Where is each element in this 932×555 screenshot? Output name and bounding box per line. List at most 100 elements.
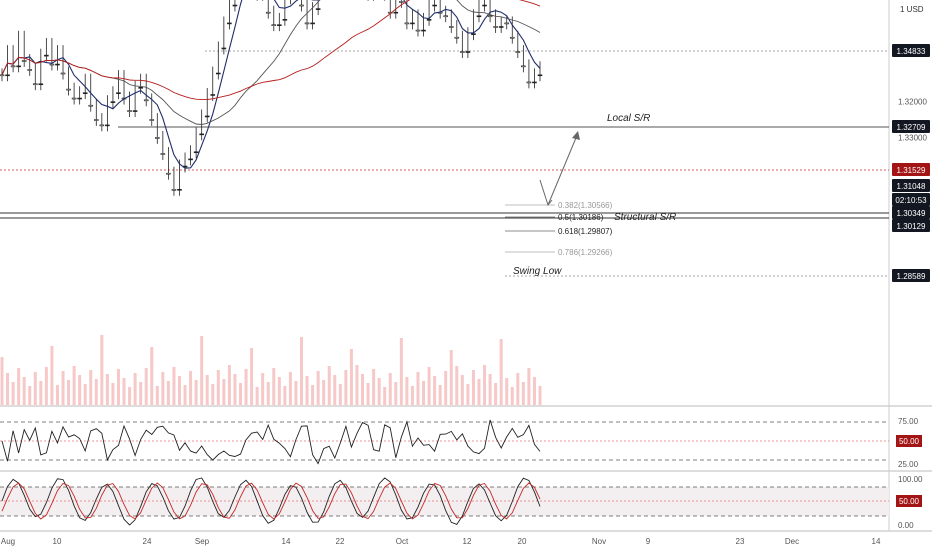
candle-body	[504, 22, 510, 25]
rsi-badge-label: 50.00	[899, 437, 920, 446]
volume-bar	[67, 380, 71, 405]
volume-bar	[105, 374, 109, 405]
candle-body	[193, 151, 199, 154]
volume-bar	[61, 371, 65, 405]
candle-body	[38, 83, 44, 86]
volume-bar	[311, 385, 315, 405]
volume-bar	[277, 377, 281, 405]
candle-body	[426, 19, 432, 21]
candle-body	[526, 81, 532, 84]
candle-body	[310, 22, 315, 25]
candle-body	[93, 119, 99, 121]
candle-body	[199, 133, 204, 136]
volume-bar	[322, 380, 326, 405]
candle-body	[404, 22, 410, 25]
price-badge	[892, 179, 930, 192]
volume-bar	[394, 382, 398, 405]
candle-body	[476, 15, 482, 18]
volume-bar	[344, 370, 348, 405]
price-badge	[892, 193, 930, 206]
volume-bar	[466, 384, 470, 405]
volume-bar	[189, 371, 193, 405]
candle-body	[465, 51, 471, 53]
x-axis-label: 14	[282, 537, 291, 546]
volume-bar	[155, 386, 159, 405]
candle-body	[454, 36, 460, 39]
volume-bar	[460, 375, 464, 405]
volume-bar	[194, 380, 198, 405]
volume-bar	[17, 368, 21, 405]
candle-body	[265, 11, 271, 14]
ma-slow-line	[1, 0, 541, 101]
volume-bar	[139, 382, 143, 405]
volume-bar	[100, 335, 104, 405]
candle-body	[204, 115, 210, 118]
volume-bar	[89, 370, 93, 405]
volume-bar	[72, 366, 76, 405]
candle-body	[105, 124, 110, 127]
x-axis-label: Oct	[396, 537, 409, 546]
candle-body	[160, 153, 166, 155]
volume-bar	[122, 378, 126, 405]
candle-body	[88, 104, 94, 107]
candle-body	[49, 63, 55, 66]
volume-bar	[266, 382, 270, 405]
x-axis-label: 20	[518, 537, 527, 546]
volume-bar	[244, 369, 248, 405]
candle-body	[537, 74, 543, 77]
volume-bar	[416, 372, 420, 405]
volume-bar	[78, 375, 82, 405]
volume-bar	[283, 386, 287, 405]
retrace-path	[539, 179, 553, 207]
volume-bar	[11, 382, 15, 405]
x-axis-label: 23	[736, 537, 745, 546]
volume-bar	[33, 372, 37, 405]
price-badge-label: 1.31529	[897, 166, 926, 175]
volume-bar	[255, 387, 259, 405]
price-badge	[892, 219, 930, 232]
volume-bar	[238, 383, 242, 405]
stoch-d-line	[1, 482, 541, 520]
price-badge-label: 1.30129	[897, 222, 926, 231]
price-tick-label: 1.33000	[898, 133, 927, 142]
candle-body	[171, 188, 177, 191]
volume-bar	[388, 373, 392, 405]
volume-bar	[361, 374, 365, 405]
volume-bar	[39, 381, 43, 405]
volume-bar	[177, 376, 181, 405]
candle-body	[60, 72, 66, 75]
volume-bar	[172, 367, 176, 405]
candle-body	[299, 4, 304, 7]
candle-body	[210, 94, 216, 96]
candle-body	[32, 83, 38, 86]
candle-body	[127, 110, 132, 112]
volume-bar	[128, 387, 132, 405]
stoch-badge-label: 50.00	[899, 497, 920, 506]
volume-bar	[200, 336, 204, 405]
volume-bar	[405, 377, 409, 405]
rsi-line	[1, 419, 541, 465]
volume-bar	[532, 377, 536, 405]
price-tick-label: 1.32000	[898, 98, 927, 107]
price-badge-label: 1.30349	[897, 209, 926, 218]
volume-bar	[50, 346, 54, 405]
candle-body	[315, 8, 321, 10]
volume-bar	[521, 382, 525, 405]
price-badge-label: 1.34833	[897, 47, 926, 56]
candle-body	[71, 97, 77, 100]
candle-body	[116, 92, 121, 94]
candle-body	[0, 74, 5, 77]
candle-body	[415, 29, 421, 32]
structural-sr-label: Structural S/R	[614, 212, 676, 223]
volume-bar	[377, 378, 381, 405]
x-axis-label: 22	[336, 537, 345, 546]
volume-bar	[410, 386, 414, 405]
candle-body	[44, 54, 49, 57]
volume-bar	[83, 384, 87, 405]
fib-level-label: 0.618(1.29807)	[558, 227, 613, 236]
candle-body	[227, 22, 232, 25]
candle-body	[77, 97, 82, 100]
projection-arrow-line	[547, 132, 579, 206]
